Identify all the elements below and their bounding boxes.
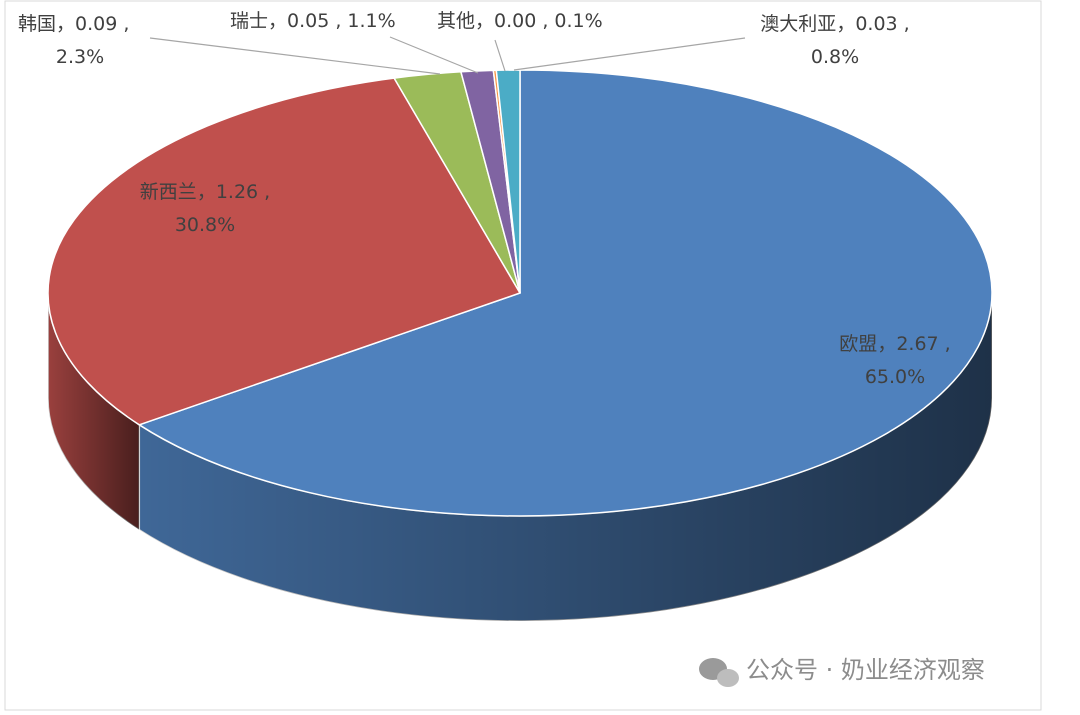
label-percent: 65.0% xyxy=(865,366,925,388)
pie-slice xyxy=(47,77,522,426)
label-value: ，1.26 , xyxy=(197,181,270,203)
data-label: 韩国，0.09 , xyxy=(18,13,129,35)
label-percent: 0.1% xyxy=(554,10,602,32)
label-value: ，0.05 , xyxy=(268,10,341,32)
label-percent: 1.1% xyxy=(347,10,395,32)
leader-line xyxy=(513,37,746,71)
pie-top xyxy=(47,69,993,517)
label-percent: 2.3% xyxy=(56,46,104,68)
label-percent: 30.8% xyxy=(175,214,235,236)
label-category: 澳大利亚 xyxy=(760,13,836,35)
label-category: 其他 xyxy=(437,10,475,32)
label-category: 瑞士 xyxy=(230,10,268,32)
label-value: ，2.67 , xyxy=(877,333,950,355)
label-value: ，0.03 , xyxy=(836,13,909,35)
pie-slice xyxy=(495,69,521,294)
wechat-icon xyxy=(717,669,739,687)
leader-line xyxy=(149,37,441,75)
pie-slice xyxy=(137,69,993,517)
label-category: 新西兰 xyxy=(140,181,197,203)
data-label: 其他，0.00 , 0.1% xyxy=(437,10,603,32)
label-category: 欧盟 xyxy=(839,333,877,355)
data-labels: 欧盟，2.67 , 65.0% 新西兰，1.26 , 30.8% 韩国，0.09 , 2.… xyxy=(18,10,951,388)
leader-line xyxy=(389,36,479,74)
label-category: 韩国 xyxy=(18,13,56,35)
data-label: 新西兰，1.26 , xyxy=(140,181,270,203)
label-value: ，0.09 , xyxy=(56,13,129,35)
data-label: 瑞士，0.05 , 1.1% xyxy=(230,10,396,32)
watermark-text: 公众号 · 奶业经济观察 xyxy=(746,656,985,684)
label-percent: 0.8% xyxy=(811,46,859,68)
data-label: 欧盟，2.67 , xyxy=(839,333,950,355)
watermark: 公众号 · 奶业经济观察 xyxy=(699,656,985,687)
label-value: ，0.00 , xyxy=(475,10,548,32)
data-label: 澳大利亚，0.03 , xyxy=(760,13,909,35)
leader-line xyxy=(494,39,506,72)
